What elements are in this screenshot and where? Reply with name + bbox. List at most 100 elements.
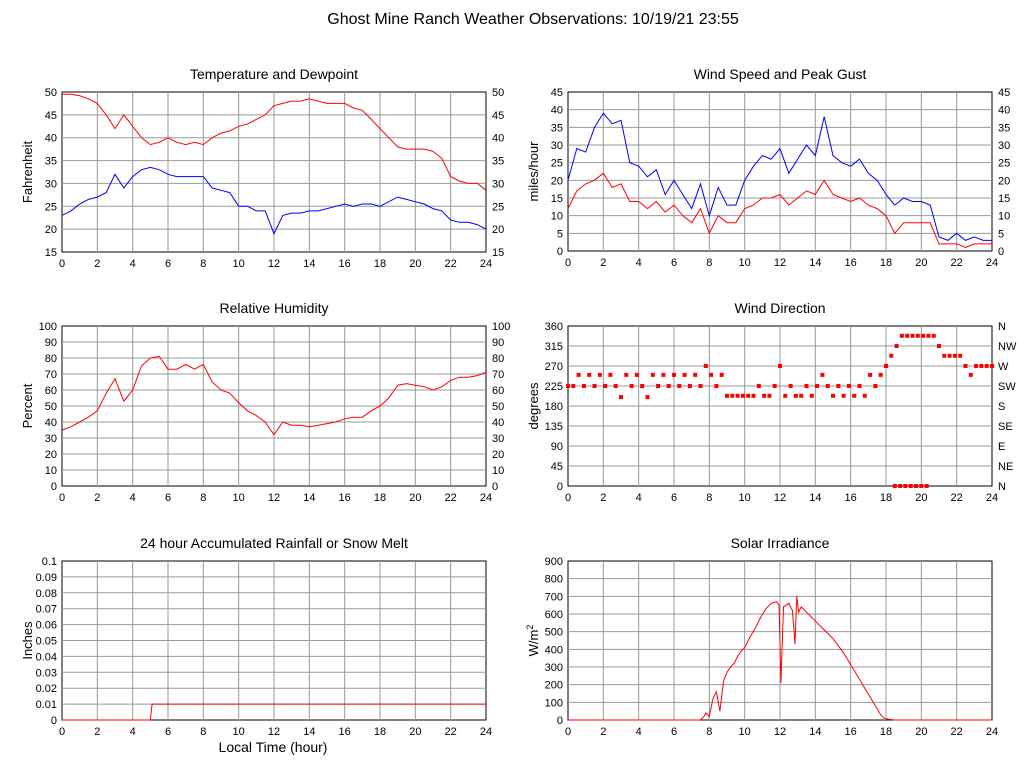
data-point xyxy=(603,384,608,388)
x-tick-label: 6 xyxy=(165,492,171,504)
data-point xyxy=(889,353,894,358)
x-tick-label: 2 xyxy=(94,492,100,504)
y-axis-label: Percent xyxy=(20,383,35,428)
x-tick-label: 0 xyxy=(59,492,65,504)
chart-title: Temperature and Dewpoint xyxy=(190,66,358,82)
data-point xyxy=(892,484,897,488)
x-tick-label: 20 xyxy=(915,257,927,269)
right-y-tick-label: 70 xyxy=(492,369,504,381)
y-tick-label: 400 xyxy=(545,644,563,656)
y-tick-label: 0 xyxy=(557,715,563,727)
right-y-tick-label: E xyxy=(998,441,1005,453)
chart-title: Wind Direction xyxy=(734,300,825,316)
x-tick-label: 10 xyxy=(233,492,245,504)
data-point xyxy=(831,393,835,398)
data-point xyxy=(924,484,929,488)
series-line xyxy=(568,596,992,721)
data-point xyxy=(746,393,751,398)
x-tick-label: 4 xyxy=(636,726,642,738)
data-point xyxy=(878,372,883,377)
y-tick-label: 45 xyxy=(45,110,57,122)
x-tick-label: 24 xyxy=(986,726,998,738)
data-point xyxy=(836,384,841,388)
right-y-tick-label: 15 xyxy=(998,193,1010,205)
data-point xyxy=(809,393,814,398)
chart-title: Wind Speed and Peak Gust xyxy=(694,66,867,82)
x-tick-label: 4 xyxy=(636,257,642,269)
y-tick-label: 0.09 xyxy=(36,572,57,584)
y-tick-label: 90 xyxy=(45,337,57,349)
right-y-tick-label: 40 xyxy=(492,417,504,429)
y-tick-label: 800 xyxy=(545,574,563,586)
x-tick-label: 18 xyxy=(374,258,386,270)
data-point xyxy=(942,353,947,358)
y-tick-label: 300 xyxy=(545,662,563,674)
x-tick-label: 0 xyxy=(565,257,571,269)
x-tick-label: 24 xyxy=(480,492,492,504)
x-tick-label: 12 xyxy=(268,726,280,738)
x-tick-label: 22 xyxy=(951,257,963,269)
x-tick-label: 16 xyxy=(339,492,351,504)
right-y-tick-label: 20 xyxy=(998,175,1010,187)
y-tick-label: 0.08 xyxy=(36,588,57,600)
x-tick-label: 12 xyxy=(774,726,786,738)
y-tick-label: 30 xyxy=(45,178,57,190)
y-tick-label: 90 xyxy=(551,441,563,453)
y-tick-label: 70 xyxy=(45,369,57,381)
series-line xyxy=(567,112,992,241)
x-tick-label: 14 xyxy=(809,492,821,504)
y-tick-label: 0 xyxy=(557,481,563,493)
data-point xyxy=(634,372,639,377)
x-tick-label: 20 xyxy=(915,726,927,738)
x-tick-label: 14 xyxy=(303,726,315,738)
data-point xyxy=(914,484,919,488)
y-axis-label: Inches xyxy=(20,621,35,660)
x-tick-label: 16 xyxy=(845,257,857,269)
right-y-tick-label: S xyxy=(998,401,1005,413)
x-tick-label: 0 xyxy=(59,258,65,270)
y-tick-label: 0.01 xyxy=(36,699,57,711)
y-tick-label: 40 xyxy=(45,133,57,145)
data-point xyxy=(656,384,661,388)
x-tick-label: 16 xyxy=(845,492,857,504)
x-tick-label: 10 xyxy=(233,258,245,270)
x-tick-label: 4 xyxy=(636,492,642,504)
data-point xyxy=(735,393,740,398)
data-point xyxy=(984,364,989,368)
data-point xyxy=(908,484,913,488)
data-point xyxy=(592,384,597,388)
right-y-tick-label: 100 xyxy=(492,321,510,333)
y-tick-label: 15 xyxy=(551,193,563,205)
data-point xyxy=(974,364,979,368)
data-point xyxy=(783,393,788,398)
y-tick-label: 100 xyxy=(39,321,57,333)
x-tick-label: 12 xyxy=(774,257,786,269)
y-tick-label: 315 xyxy=(545,341,563,353)
x-axis-label: Local Time (hour) xyxy=(219,739,328,755)
y-tick-label: 5 xyxy=(557,228,563,240)
x-tick-label: 10 xyxy=(739,492,751,504)
x-tick-label: 6 xyxy=(165,726,171,738)
right-y-tick-label: 40 xyxy=(998,105,1010,117)
y-tick-label: 0 xyxy=(51,481,57,493)
data-point xyxy=(645,395,650,400)
data-point xyxy=(661,372,666,377)
right-y-tick-label: W xyxy=(998,361,1009,373)
right-y-tick-label: 20 xyxy=(492,224,504,236)
x-tick-label: 22 xyxy=(951,726,963,738)
data-point xyxy=(926,333,931,338)
right-y-tick-label: 10 xyxy=(998,211,1010,223)
x-tick-label: 2 xyxy=(94,726,100,738)
right-y-tick-label: N xyxy=(998,321,1006,333)
y-tick-label: 225 xyxy=(545,381,563,393)
right-y-tick-label: 40 xyxy=(492,133,504,145)
data-point xyxy=(894,344,899,348)
x-tick-label: 2 xyxy=(600,726,606,738)
series-line xyxy=(567,172,992,249)
x-tick-label: 4 xyxy=(130,258,136,270)
data-point xyxy=(576,372,581,377)
data-point xyxy=(968,372,973,377)
